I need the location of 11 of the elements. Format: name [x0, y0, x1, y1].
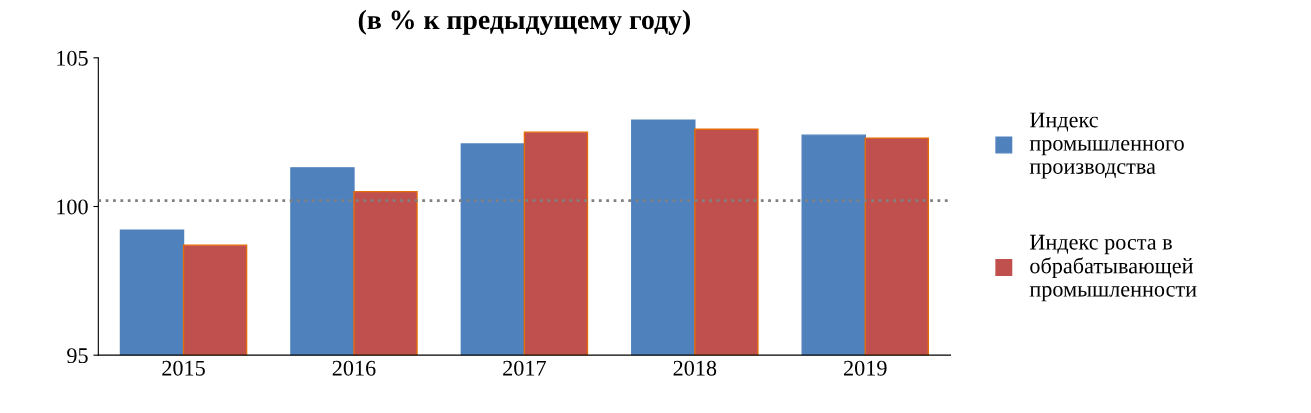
- x-tick-label: 2018: [673, 360, 717, 376]
- y-tick-label: 100: [57, 199, 88, 215]
- x-tick-label: 2019: [844, 360, 887, 376]
- y-tick-label: 95: [67, 348, 88, 364]
- y-tick-label: 105: [57, 50, 88, 66]
- legend-label: Индекс промышленного производства: [1029, 112, 1184, 179]
- x-tick-label: 2017: [503, 360, 546, 376]
- x-tick-label: 2016: [332, 360, 376, 376]
- x-tick-label: 2015: [162, 360, 205, 376]
- chart-title: (в % к предыдущему году): [358, 9, 691, 35]
- legend-label: Индекс роста в обрабатывающей промышленности: [1029, 234, 1197, 302]
